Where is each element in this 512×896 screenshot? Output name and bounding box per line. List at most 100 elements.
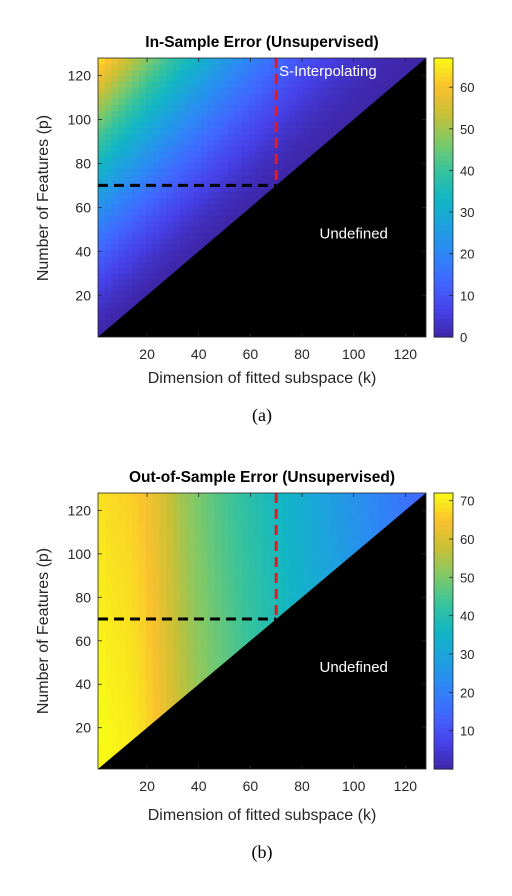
heatmap-cell	[371, 69, 379, 77]
heatmap-cell	[159, 516, 167, 523]
heatmap-cell	[255, 567, 263, 575]
colorbar-band	[434, 594, 453, 600]
heatmap-cell	[255, 498, 263, 506]
heatmap-cell	[296, 151, 304, 158]
heatmap-cell	[118, 81, 126, 88]
heatmap-cell	[193, 127, 202, 135]
heatmap-cell	[125, 556, 133, 563]
heatmap-cell	[248, 133, 256, 140]
heatmap-cell	[193, 174, 202, 181]
heatmap-cell	[248, 75, 256, 82]
heatmap-cell	[159, 75, 167, 82]
heatmap-cell	[104, 249, 113, 257]
heatmap-cell	[227, 498, 236, 506]
heatmap-cell	[180, 665, 188, 672]
heatmap-cell	[152, 498, 161, 506]
heatmap-cell	[193, 220, 202, 228]
heatmap-cell	[309, 81, 318, 88]
heatmap-cell	[98, 197, 106, 204]
heatmap-cell	[104, 498, 113, 506]
heatmap-cell	[378, 75, 386, 82]
heatmap-cell	[159, 185, 167, 193]
heatmap-cell	[316, 521, 325, 529]
heatmap-cell	[330, 539, 338, 546]
heatmap-cell	[132, 585, 140, 592]
colorbar-band	[434, 71, 453, 78]
x-tick-label: 80	[294, 778, 310, 794]
colorbar-band	[434, 123, 453, 129]
heatmap-cell	[104, 746, 113, 753]
heatmap-cell	[193, 58, 202, 65]
heatmap-cell	[309, 562, 318, 569]
heatmap-cell	[207, 226, 215, 233]
heatmap-cell	[371, 75, 379, 82]
colorbar-band	[434, 318, 453, 324]
heatmap-cell	[118, 728, 126, 736]
heatmap-cell	[207, 75, 215, 82]
heatmap-cell	[350, 81, 359, 88]
heatmap-cell	[282, 151, 290, 158]
heatmap-cell	[152, 273, 161, 280]
heatmap-cell	[214, 533, 222, 540]
heatmap-cell	[214, 203, 222, 210]
colorbar-band	[434, 654, 453, 660]
heatmap-cell	[125, 705, 133, 713]
heatmap-cell	[186, 197, 195, 204]
heatmap-cell	[139, 493, 147, 500]
heatmap-cell	[111, 220, 120, 228]
heatmap-cell	[118, 677, 126, 684]
heatmap-cell	[248, 58, 256, 65]
heatmap-cell	[139, 63, 147, 71]
heatmap-cell	[378, 63, 386, 71]
heatmap-cell	[180, 677, 188, 684]
heatmap-cell	[111, 261, 120, 268]
heatmap-cell	[104, 261, 113, 268]
heatmap-cell	[323, 539, 331, 546]
heatmap-cell	[98, 723, 106, 730]
heatmap-cell	[111, 214, 120, 222]
heatmap-cell	[166, 590, 174, 598]
heatmap-cell	[234, 81, 243, 88]
heatmap-cell	[262, 75, 270, 82]
colorbar-band	[434, 85, 453, 92]
heatmap-cell	[173, 92, 181, 100]
heatmap-cell	[186, 504, 195, 511]
heatmap-cell	[323, 127, 331, 135]
heatmap-cell	[104, 521, 113, 529]
heatmap-cell	[145, 659, 154, 667]
heatmap-cell	[111, 58, 120, 65]
heatmap-cell	[145, 162, 154, 170]
heatmap-cell	[139, 711, 147, 718]
heatmap-cell	[111, 636, 120, 644]
colorbar-tick-label: 10	[460, 724, 474, 739]
heatmap-cell	[132, 278, 140, 286]
heatmap-cell	[391, 510, 400, 517]
heatmap-cell	[268, 498, 277, 506]
heatmap-cell	[159, 139, 167, 146]
heatmap-cell	[118, 255, 126, 263]
heatmap-cell	[227, 648, 236, 655]
heatmap-cell	[200, 92, 208, 100]
heatmap-cell	[268, 510, 277, 517]
heatmap-cell	[104, 642, 113, 649]
heatmap-cell	[145, 602, 154, 609]
heatmap-cell	[289, 579, 297, 586]
heatmap-cell	[180, 185, 188, 193]
heatmap-cell	[214, 585, 222, 592]
heatmap-cell	[145, 133, 154, 140]
heatmap-cell	[371, 92, 379, 100]
heatmap-cell	[118, 579, 126, 586]
heatmap-cell	[132, 671, 140, 678]
colorbar-band	[434, 178, 453, 185]
heatmap-cell	[139, 590, 147, 598]
heatmap-cell	[111, 700, 120, 707]
heatmap-cell	[152, 168, 161, 175]
heatmap-cell	[104, 220, 113, 228]
heatmap-cell	[125, 116, 133, 123]
heatmap-cell	[227, 87, 236, 94]
heatmap-cell	[152, 139, 161, 146]
heatmap-cell	[289, 104, 297, 111]
heatmap-cell	[207, 608, 215, 615]
colorbar-tick-label: 40	[460, 609, 474, 624]
